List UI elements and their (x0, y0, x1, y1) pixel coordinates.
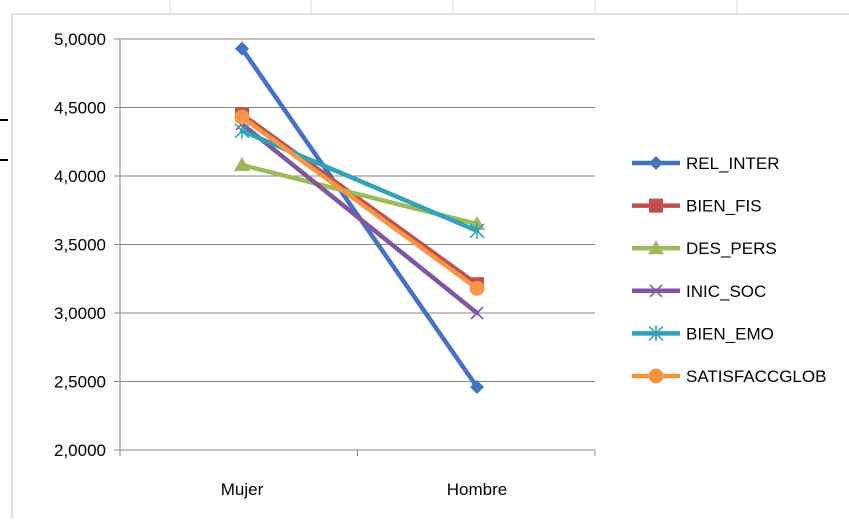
x-tick-label: Hombre (447, 480, 507, 499)
series-line-bien-fis (239, 112, 480, 287)
data-point-satisfaccglob (469, 280, 485, 296)
data-point-des-pers (234, 157, 250, 172)
data-point-rel-inter (470, 379, 484, 394)
y-tick-label: 3,5000 (54, 236, 106, 255)
y-tick-label: 3,0000 (54, 304, 106, 323)
series-line-satisfaccglob (239, 114, 480, 291)
y-tick-label: 5,0000 (54, 30, 106, 49)
series-line-inic-soc (239, 121, 480, 316)
legend-marker-satisfaccglob (648, 368, 664, 384)
data-point-satisfaccglob (234, 109, 250, 125)
legend-entry-rel-inter: REL_INTER (632, 154, 780, 173)
y-tick-label: 4,5000 (54, 99, 106, 118)
legend-entry-satisfaccglob: SATISFACCGLOB (632, 367, 826, 386)
y-tick-label: 4,0000 (54, 167, 106, 186)
legend-marker-rel-inter (649, 156, 663, 170)
data-point-bien-emo (234, 122, 250, 139)
legend-label-rel-inter: REL_INTER (686, 154, 780, 173)
legend-marker-bien-fis (649, 198, 663, 213)
legend-label-satisfaccglob: SATISFACCGLOB (686, 367, 826, 386)
legend-marker-des-pers (648, 240, 664, 255)
legend-entry-des-pers: DES_PERS (632, 239, 777, 258)
legend-entry-bien-emo: BIEN_EMO (632, 324, 774, 343)
y-tick-label: 2,0000 (54, 441, 106, 460)
y-tick-label: 2,5000 (54, 373, 106, 392)
legend-entry-bien-fis: BIEN_FIS (632, 197, 762, 216)
data-point-rel-inter (235, 41, 249, 56)
legend-marker-bien-emo (648, 325, 664, 342)
x-tick-label: Mujer (221, 480, 264, 499)
series-satisfaccglob (234, 109, 485, 296)
legend-label-bien-emo: BIEN_EMO (686, 324, 774, 343)
data-point-inic-soc (470, 306, 484, 320)
legend-marker-inic-soc (649, 284, 663, 298)
legend-label-inic-soc: INIC_SOC (686, 282, 766, 301)
legend-label-des-pers: DES_PERS (686, 239, 777, 258)
legend-entry-inic-soc: INIC_SOC (632, 282, 766, 301)
data-point-bien-emo (469, 222, 485, 239)
legend-label-bien-fis: BIEN_FIS (686, 197, 762, 216)
